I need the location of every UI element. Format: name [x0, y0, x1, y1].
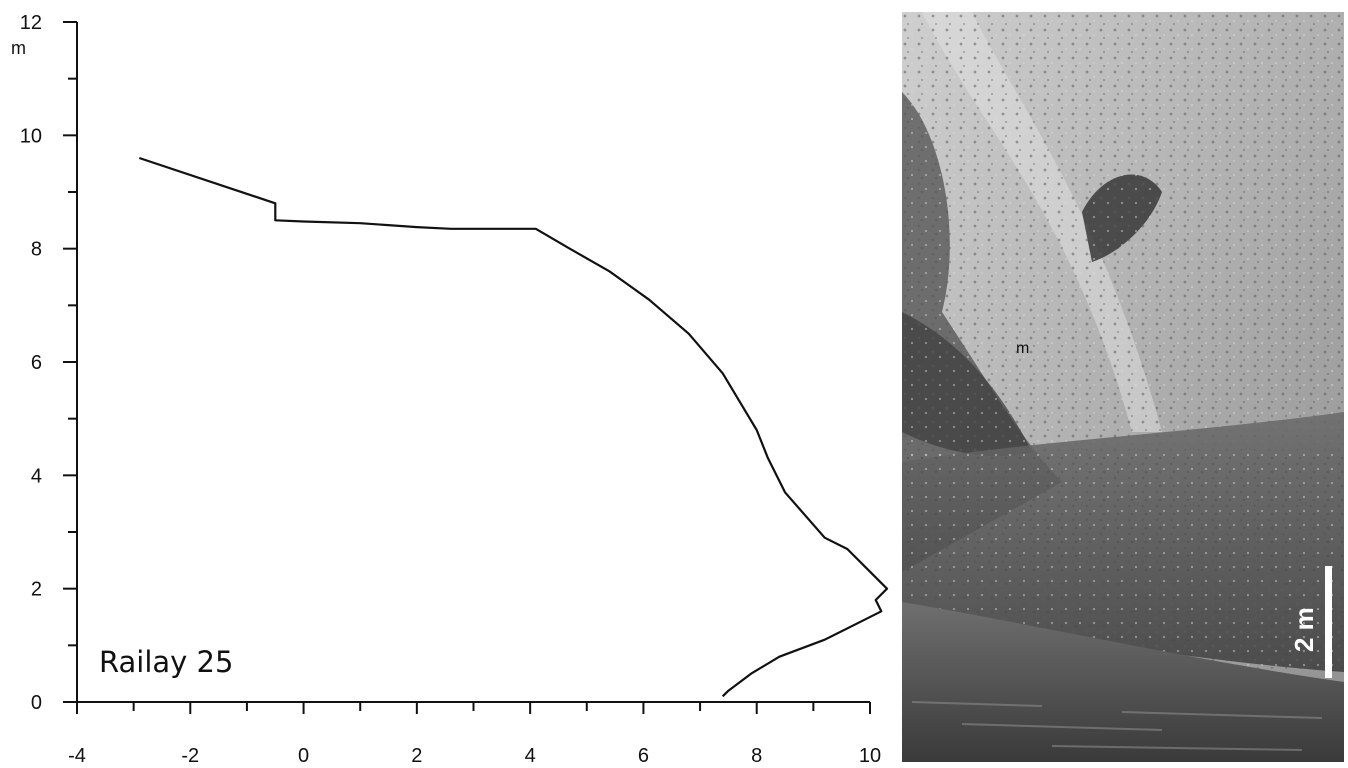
x-tick-label: 4: [525, 745, 536, 767]
x-tick-label: 6: [638, 745, 649, 767]
y-tick-label: 10: [20, 125, 42, 147]
scale-bar: [1325, 566, 1332, 678]
x-tick-label: 0: [298, 745, 309, 767]
x-tick-label: -2: [181, 745, 199, 767]
y-unit-label: m: [11, 38, 26, 58]
x-tick-label: -4: [68, 745, 86, 767]
sea-water: [902, 602, 1344, 762]
y-axis: 0 2 4 6 8 10 12: [20, 12, 78, 714]
y-tick-label: 6: [31, 352, 42, 374]
profile-line: [138, 156, 889, 698]
cliff-photo: m 2 m: [902, 12, 1344, 762]
x-tick-label: 2: [411, 745, 422, 767]
y-tick-label: 8: [31, 239, 42, 261]
scale-bar-label: 2 m: [1289, 607, 1319, 652]
y-tick-label: 4: [31, 465, 42, 487]
profile-chart: 0 2 4 6 8 10 12 -4 -2 0 2 4 6 8 10 m Railay 25: [11, 12, 889, 767]
y-tick-label: 12: [20, 12, 42, 34]
photo-annotation: m: [1016, 340, 1029, 357]
y-tick-label: 0: [31, 692, 42, 714]
x-axis: -4 -2 0 2 4 6 8 10: [68, 701, 881, 767]
y-tick-label: 2: [31, 579, 42, 601]
x-tick-label: 10: [859, 745, 881, 767]
water-ripples: [911, 701, 1323, 751]
x-tick-label: 8: [751, 745, 762, 767]
series-layer: [138, 156, 889, 698]
chart-title: Railay 25: [99, 645, 233, 679]
